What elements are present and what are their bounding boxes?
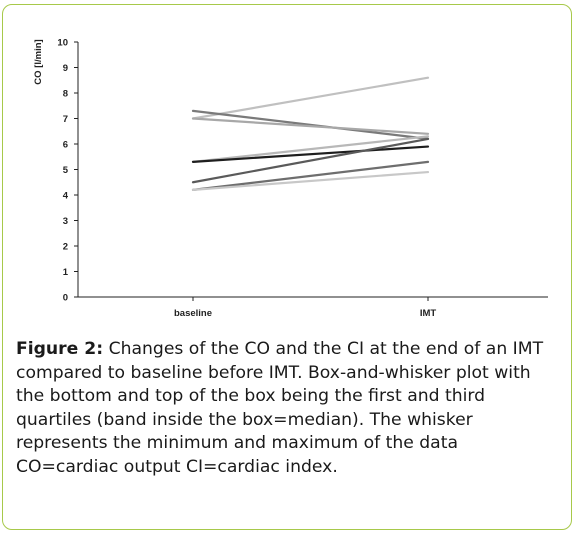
y-tick-label: 9	[63, 63, 68, 74]
figure-frame	[2, 4, 572, 530]
y-tick-label: 8	[63, 89, 68, 100]
x-tick-label: baseline	[174, 308, 212, 319]
line-chart: 0 1 2 3 4 5 6 7 8 9 10 baseline IMT CO [l/min]	[33, 38, 548, 319]
series-line	[191, 135, 430, 163]
figure-caption: Figure 2: Changes of the CO and the CI a…	[16, 338, 564, 479]
y-tick-label: 4	[63, 191, 69, 202]
series-line	[191, 76, 430, 120]
y-tick-label: 2	[63, 242, 68, 253]
y-tick-label: 6	[63, 140, 68, 151]
y-tick-label: 7	[63, 114, 68, 125]
y-tick-label: 10	[57, 38, 68, 49]
caption-text: Changes of the CO and the CI at the end …	[16, 339, 544, 477]
series-line	[191, 145, 430, 163]
series-line	[191, 137, 430, 184]
y-tick-label: 3	[63, 216, 68, 227]
y-tick-label: 0	[63, 293, 68, 304]
x-tick-label: IMT	[420, 308, 437, 319]
series-line	[191, 117, 430, 135]
series-line	[191, 109, 430, 140]
series-line	[191, 160, 430, 191]
y-tick-label: 1	[63, 267, 69, 278]
caption-label: Figure 2:	[16, 339, 104, 359]
y-tick-label: 5	[63, 165, 69, 176]
series-line	[191, 170, 430, 191]
y-axis-label: CO [l/min]	[33, 39, 44, 84]
